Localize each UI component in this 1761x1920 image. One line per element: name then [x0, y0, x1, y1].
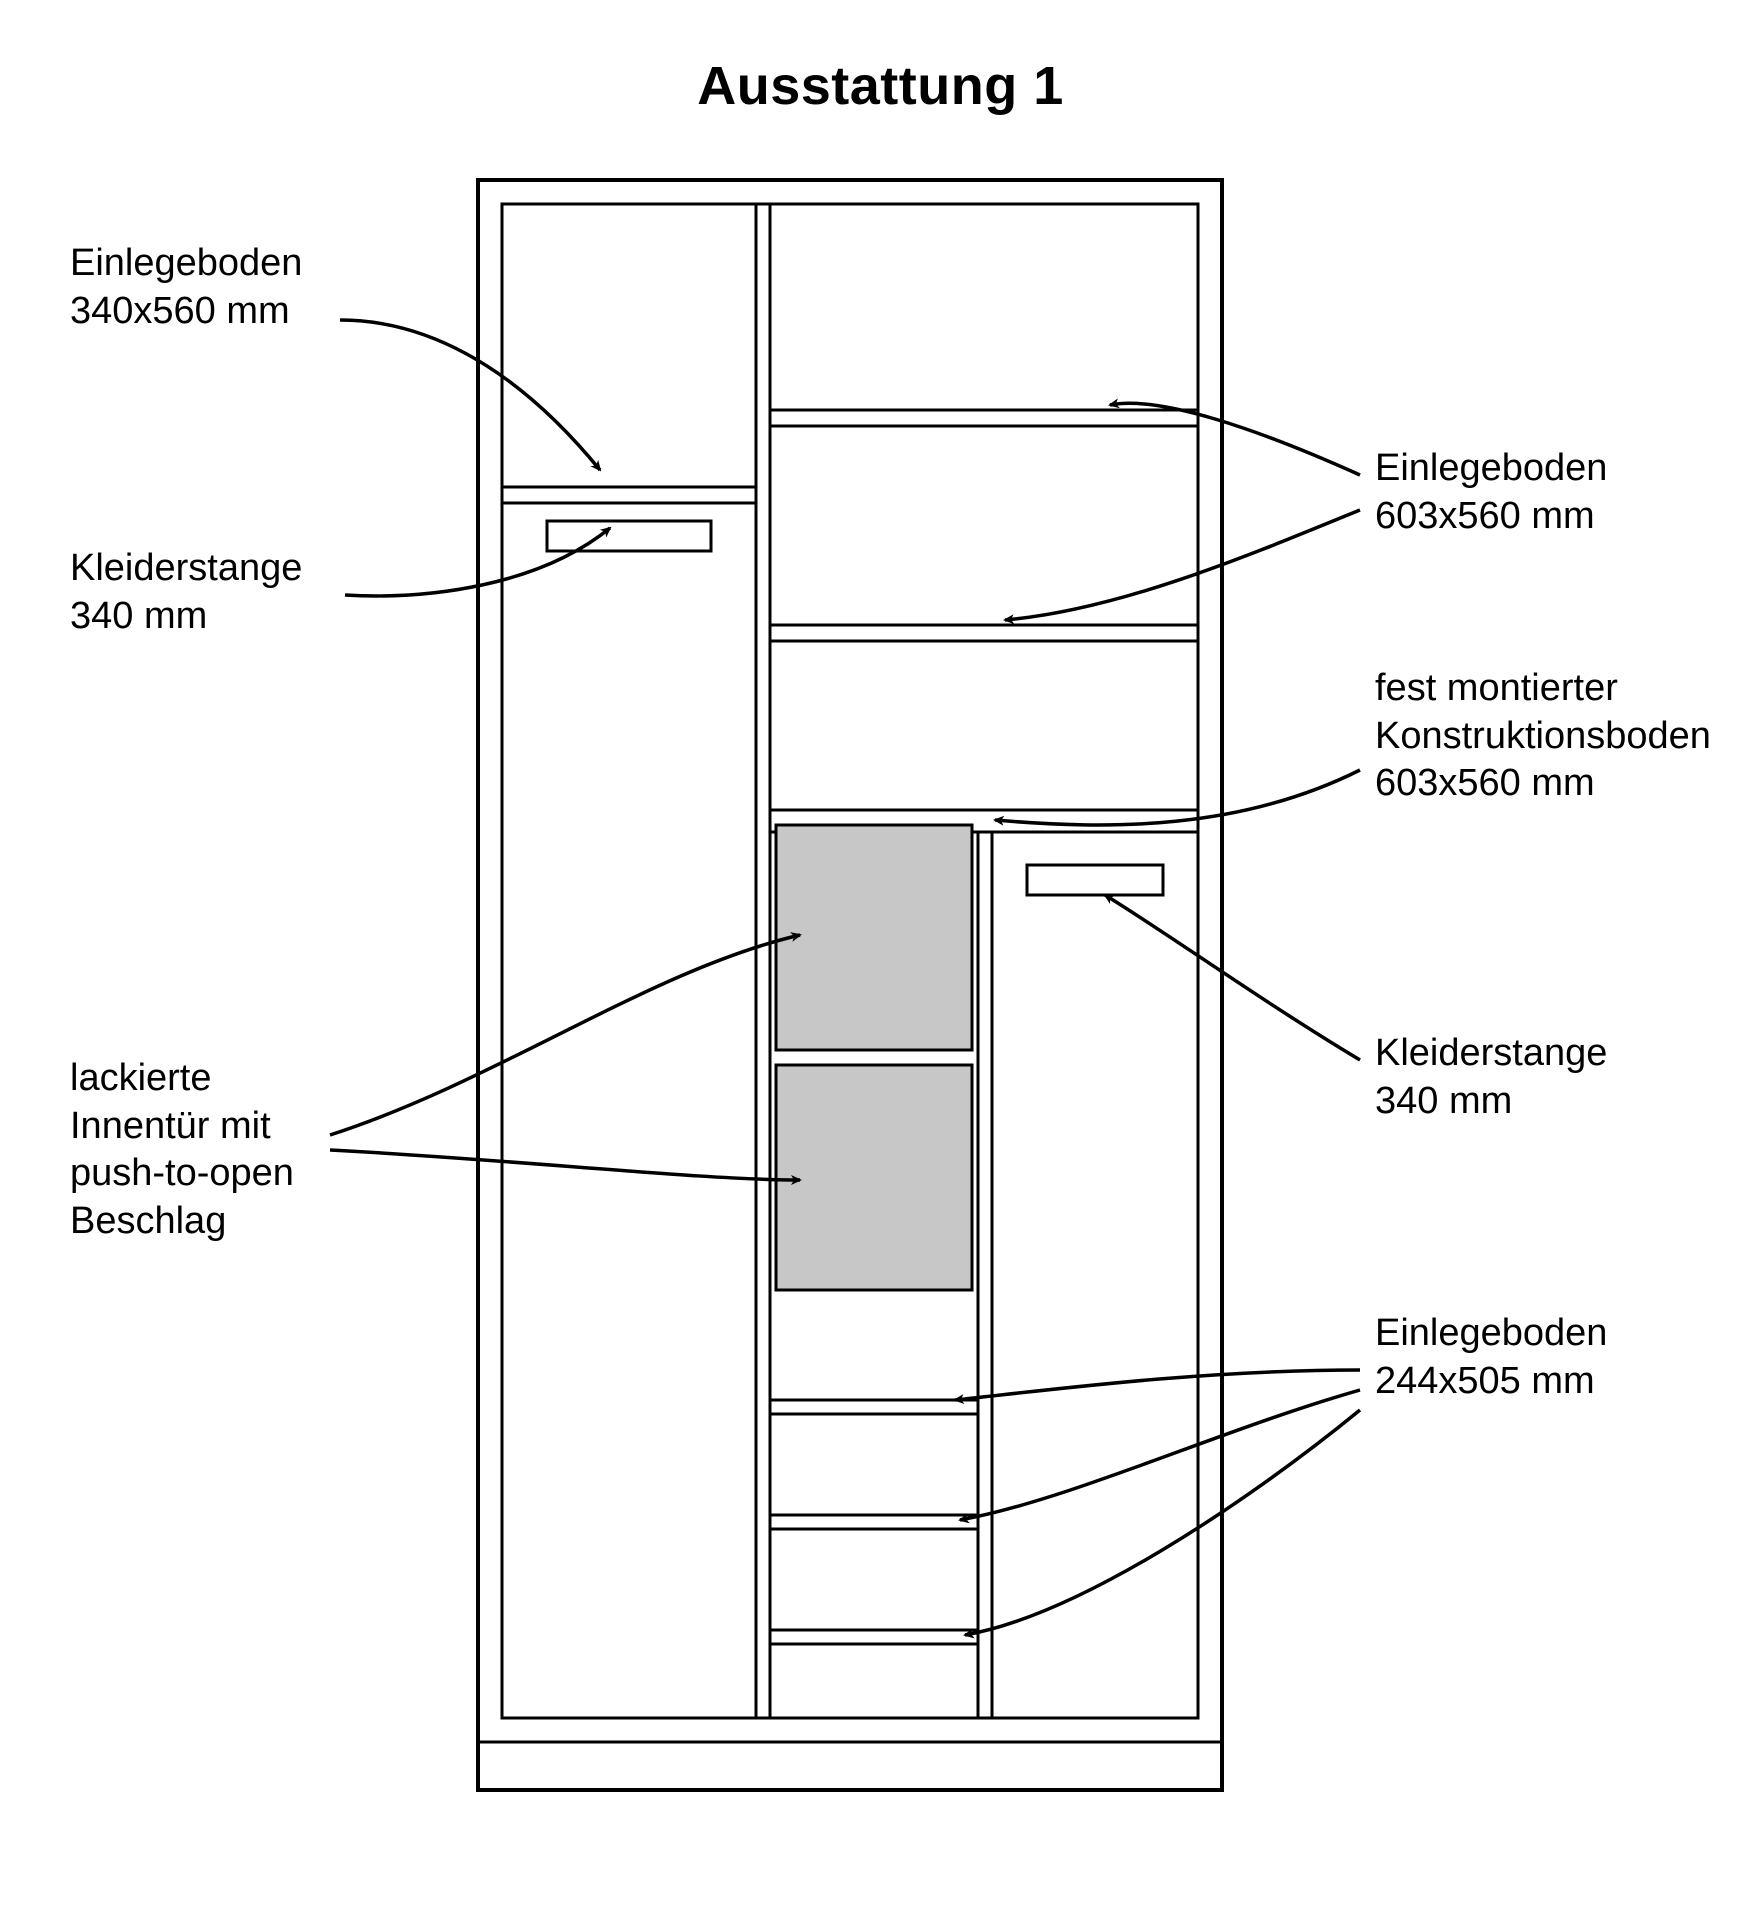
page-title: Ausstattung 1 [697, 55, 1064, 117]
cabinet-group [478, 180, 1222, 1790]
diagram-page: Ausstattung 1 Einlegeboden 340x560 mm Kl… [0, 0, 1761, 1920]
label-einlegeboden-603: Einlegeboden 603x560 mm [1375, 445, 1607, 540]
label-kleiderstange-r: Kleiderstange 340 mm [1375, 1030, 1607, 1125]
label-fest-konstruktion: fest montierter Konstruktionsboden 603x5… [1375, 665, 1711, 808]
label-kleiderstange-l: Kleiderstange 340 mm [70, 545, 302, 640]
label-lackierte-innentuer: lackierte Innentür mit push-to-open Besc… [70, 1055, 294, 1245]
label-einlegeboden-340: Einlegeboden 340x560 mm [70, 240, 302, 335]
label-einlegeboden-244: Einlegeboden 244x505 mm [1375, 1310, 1607, 1405]
